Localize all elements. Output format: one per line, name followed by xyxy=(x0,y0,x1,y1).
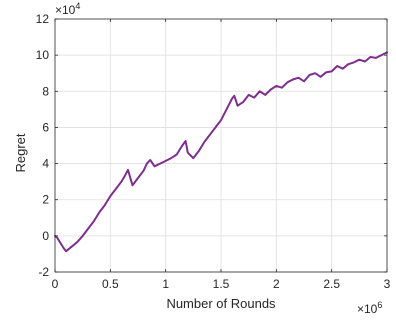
y-tick-label-2: 2 xyxy=(42,193,49,207)
x-tick-label-5: 2.5 xyxy=(323,277,340,291)
y-tick-label-1: 0 xyxy=(42,229,49,243)
tick-marks xyxy=(54,18,388,273)
x-exponent-label: ×106 xyxy=(357,300,382,316)
y-tick-label-5: 8 xyxy=(42,84,49,98)
x-axis-label: Number of Rounds xyxy=(166,296,276,311)
y-tick-labels: -2 0 2 4 6 8 10 12 xyxy=(36,12,50,279)
y-tick-label-0: -2 xyxy=(38,265,49,279)
x-tick-label-6: 3 xyxy=(384,277,391,291)
grid-lines xyxy=(55,19,387,272)
y-axis-label: Regret xyxy=(13,133,28,172)
x-tick-labels: 0 0.5 1 1.5 2 2.5 3 xyxy=(52,277,391,291)
y-exponent-label: ×104 xyxy=(55,1,80,17)
y-tick-label-7: 12 xyxy=(36,12,50,26)
y-tick-label-4: 6 xyxy=(42,120,49,134)
x-tick-label-1: 0.5 xyxy=(102,277,119,291)
plot-area xyxy=(54,51,388,253)
x-tick-label-4: 2 xyxy=(273,277,280,291)
regret-series-line-0 xyxy=(54,51,388,253)
x-tick-label-2: 1 xyxy=(162,277,169,291)
y-tick-label-3: 4 xyxy=(42,157,49,171)
y-tick-label-6: 10 xyxy=(36,48,50,62)
x-tick-label-3: 1.5 xyxy=(213,277,230,291)
x-tick-label-0: 0 xyxy=(52,277,59,291)
